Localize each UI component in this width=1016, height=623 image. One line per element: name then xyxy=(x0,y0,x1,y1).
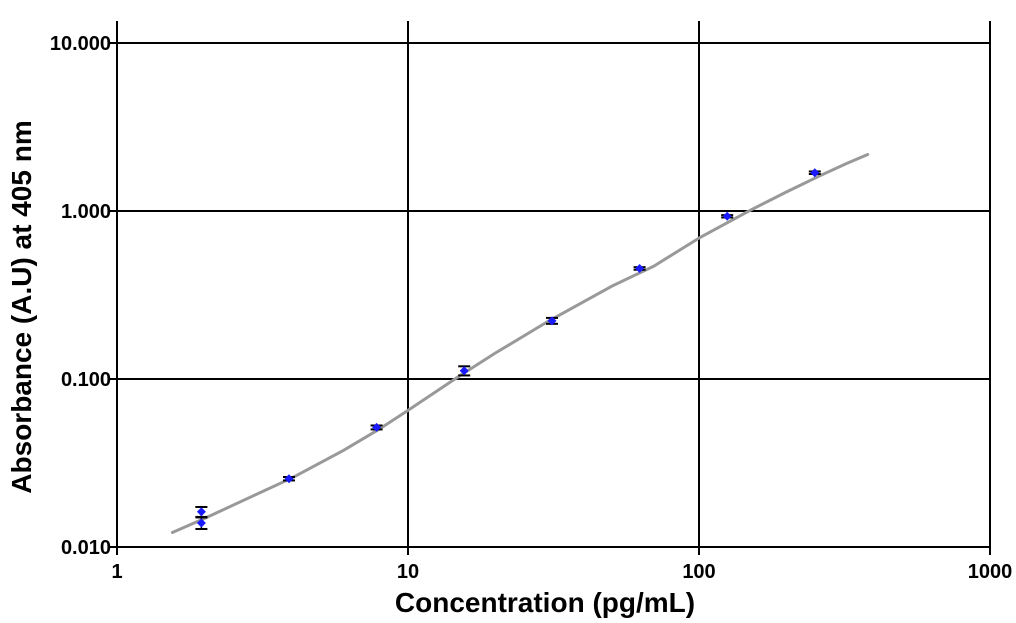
data-point xyxy=(722,211,732,221)
x-axis-title: Concentration (pg/mL) xyxy=(395,587,695,618)
y-axis-title: Absorbance (A.U) at 405 nm xyxy=(6,120,37,493)
y-tick-label: 10.000 xyxy=(50,33,111,55)
x-tick-label: 1000 xyxy=(968,561,1013,583)
tick-labels: 0.010 0.100 1.000 10.000 1 10 100 1000 xyxy=(50,33,1012,583)
data-point xyxy=(196,507,206,517)
x-tick-label: 10 xyxy=(397,561,419,583)
y-tick-label: 0.100 xyxy=(61,369,111,391)
x-tick-label: 1 xyxy=(111,561,122,583)
grid xyxy=(109,21,991,555)
x-tick-label: 100 xyxy=(682,561,715,583)
data-point xyxy=(196,518,206,528)
y-tick-label: 1.000 xyxy=(61,201,111,223)
y-tick-label: 0.010 xyxy=(61,537,111,559)
data-point xyxy=(372,422,382,432)
data-point xyxy=(459,366,469,376)
data-points-group xyxy=(195,168,821,530)
data-point xyxy=(810,168,820,178)
data-point xyxy=(284,474,294,484)
data-point xyxy=(635,263,645,273)
data-point xyxy=(547,316,557,326)
